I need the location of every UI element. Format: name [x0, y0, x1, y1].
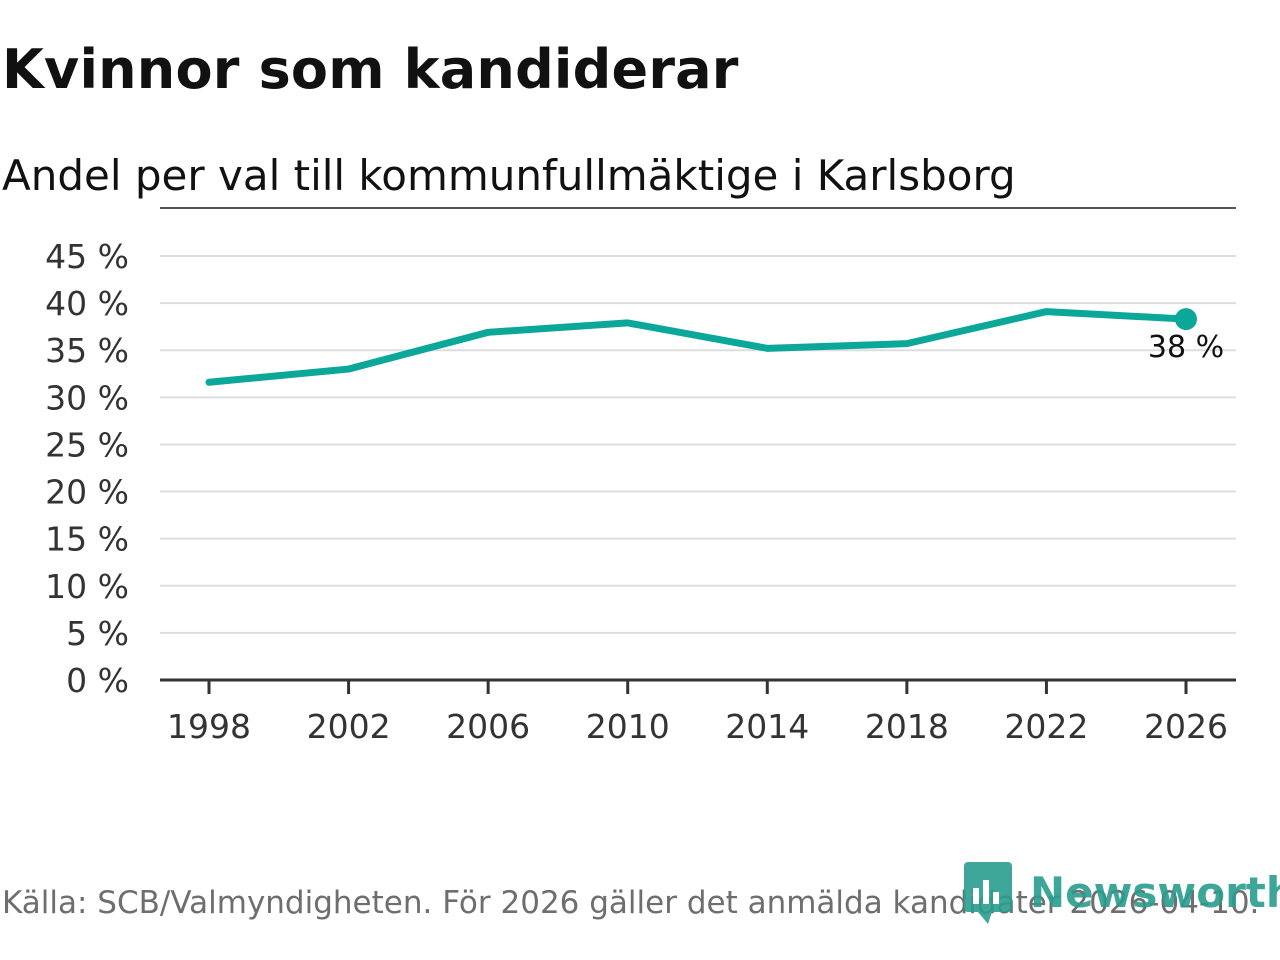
y-tick-label: 20 % [45, 473, 129, 512]
bar-chart-icon [964, 862, 1012, 924]
y-tick-label: 10 % [45, 567, 129, 606]
y-tick-label: 0 % [66, 661, 129, 700]
end-point-marker [1175, 308, 1197, 331]
x-tick-label: 2002 [307, 707, 391, 746]
brand-name: Newsworthy [1030, 867, 1280, 917]
end-value-label: 38 % [1148, 330, 1224, 365]
x-tick-label: 2026 [1144, 707, 1228, 746]
y-tick-label: 25 % [45, 425, 129, 464]
source-note: Källa: SCB/Valmyndigheten. För 2026 gäll… [2, 885, 1260, 921]
series-line [205, 308, 1190, 386]
x-tick-label: 1998 [167, 707, 251, 746]
chart-title: Kvinnor som kandiderar [2, 38, 739, 101]
y-tick-label: 30 % [45, 378, 129, 417]
x-tick-label: 2010 [586, 707, 670, 746]
y-tick-label: 35 % [45, 331, 129, 370]
brand-logo: Newsworthy [964, 862, 1280, 924]
y-tick-label: 40 % [45, 284, 129, 323]
x-tick-label: 2006 [446, 707, 530, 746]
y-tick-label: 15 % [45, 520, 129, 559]
y-tick-label: 5 % [66, 614, 129, 653]
x-tick-label: 2014 [725, 707, 809, 746]
x-tick-label: 2022 [1004, 707, 1088, 746]
x-tick-label: 2018 [865, 707, 949, 746]
chart-subtitle: Andel per val till kommunfullmäktige i K… [2, 151, 1016, 200]
y-tick-label: 45 % [45, 237, 129, 276]
